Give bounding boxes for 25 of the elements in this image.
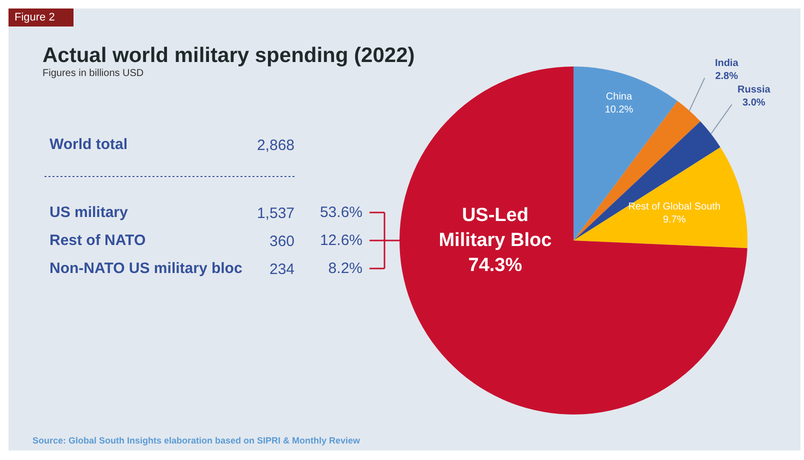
slice-label: US-Led Military Bloc (438, 204, 552, 251)
slice-label: China (606, 91, 632, 102)
text: Non-NATO US military bloc (50, 260, 242, 277)
data-label: 10.2% (604, 104, 634, 116)
text: 12.6% (320, 232, 363, 249)
text: 234 (269, 261, 295, 278)
data-label: 2.8% (715, 71, 738, 82)
slice-label: India (714, 58, 739, 69)
data-label: 74.3% (468, 255, 522, 276)
slice-label: Russia (737, 84, 771, 96)
slice-label: Rest of Global South (628, 201, 721, 212)
text: 8.2% (328, 260, 363, 277)
data-label: 9.7% (662, 214, 686, 226)
text: Actual world military spending (2022) (42, 44, 415, 67)
text: 1,537 (256, 205, 295, 222)
text: US military (50, 204, 129, 221)
caption: Figure 2 (14, 12, 55, 24)
data-label: 3.0% (742, 98, 766, 109)
source-note: Source: Global South Insights elaboration based on SIPRI & Monthly Review (32, 436, 362, 446)
text: 53.6% (320, 204, 363, 221)
text: 360 (269, 233, 295, 250)
text: 2,868 (256, 137, 295, 154)
text: World total (50, 136, 128, 153)
text: Rest of NATO (50, 232, 146, 249)
text: Figures in billions USD (42, 68, 144, 79)
